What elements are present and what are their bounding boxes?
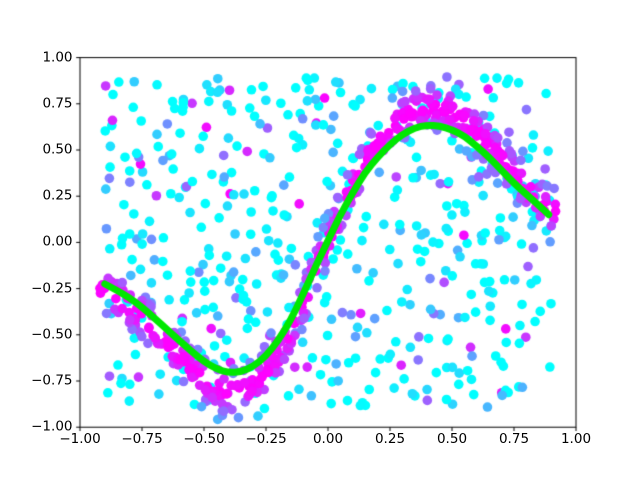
y-tick-label: −0.25: [31, 279, 73, 296]
y-tick-label: −1.00: [31, 418, 73, 435]
x-tick-label: −0.75: [121, 430, 163, 447]
x-tick-label: −1.00: [59, 430, 101, 447]
x-tick-label: −0.50: [183, 430, 225, 447]
y-tick-label: 1.00: [42, 48, 73, 65]
x-tick-label: 0.75: [498, 430, 530, 447]
x-tick-label: 0.25: [374, 430, 406, 447]
y-tick-label: 0.25: [42, 187, 73, 204]
y-tick-label: 0.50: [42, 141, 73, 158]
y-tick-label: 0.75: [42, 95, 73, 112]
x-tick-label: 0.50: [436, 430, 468, 447]
y-tick-label: −0.50: [31, 326, 73, 343]
y-tick-label: −0.75: [31, 372, 73, 389]
x-tick-label: 1.00: [560, 430, 592, 447]
x-tick-label: 0.00: [312, 430, 344, 447]
y-tick-label: 0.00: [42, 233, 73, 250]
x-tick-label: −0.25: [245, 430, 287, 447]
